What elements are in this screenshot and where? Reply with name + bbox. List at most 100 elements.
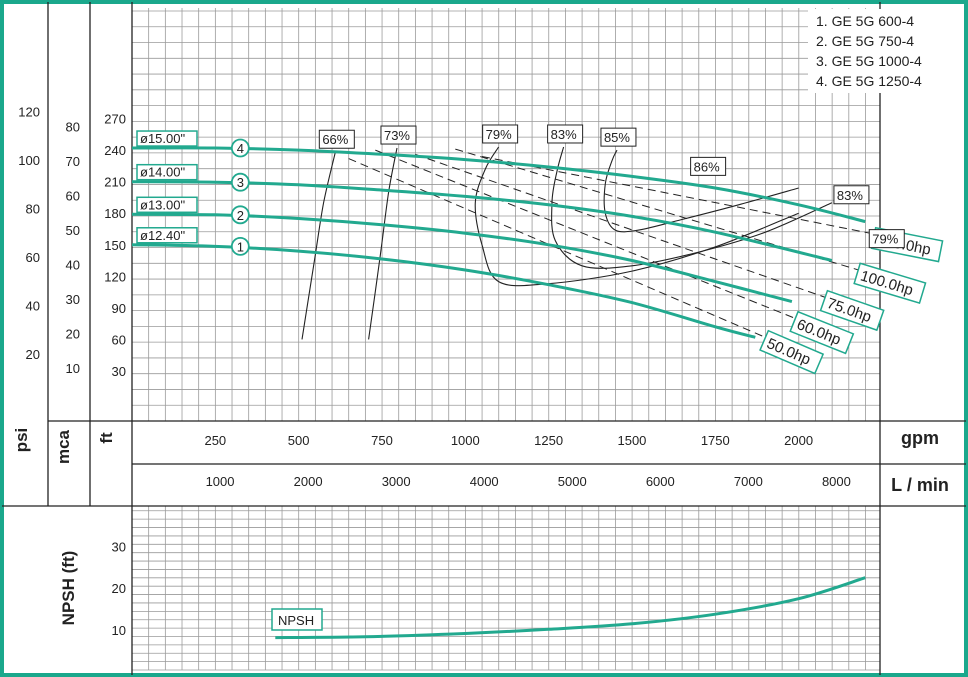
npsh-tick-label: 20	[112, 581, 126, 596]
curve-id-circle	[230, 236, 250, 256]
gpm-tick-label: 500	[288, 433, 310, 448]
mca-axis-title: mca	[54, 429, 73, 464]
lmin-tick-label: 3000	[382, 474, 411, 489]
curve-id-text: 3	[237, 175, 244, 190]
efficiency-label-box	[868, 229, 905, 249]
lmin-axis-title: L / min	[891, 475, 949, 495]
efficiency-curve	[603, 149, 799, 233]
gpm-tick-label: 1750	[701, 433, 730, 448]
efficiency-label: 79%	[868, 229, 905, 249]
efficiency-label: 85%	[600, 127, 637, 147]
gpm-axis-title: gpm	[901, 428, 939, 448]
diameter-label-text: ø13.00"	[140, 197, 185, 212]
legend: 1. GE 5G 600-4 2. GE 5G 750-4 3. GE 5G 1…	[808, 9, 960, 93]
ft-tick-label: 270	[104, 112, 126, 127]
efficiency-label-text: 73%	[384, 128, 410, 143]
psi-tick-label: 60	[26, 250, 40, 265]
curve-id-circle	[230, 205, 250, 225]
efficiency-label-box	[318, 129, 355, 149]
efficiency-label-box	[690, 156, 727, 176]
curve-id-marker: 1	[230, 236, 250, 256]
curve-id-marker: 3	[230, 172, 250, 192]
efficiency-label: 83%	[547, 124, 584, 144]
mca-tick-label: 40	[66, 258, 80, 273]
gpm-tick-label: 2000	[784, 433, 813, 448]
npsh-tick-label: 10	[112, 623, 126, 638]
mca-tick-label: 70	[66, 154, 80, 169]
ft-tick-label: 240	[104, 143, 126, 158]
diameter-label: ø12.40"	[136, 227, 198, 244]
ft-tick-label: 60	[112, 332, 126, 347]
npsh-curve-layer: NPSH	[271, 576, 866, 640]
efficiency-label: 73%	[380, 125, 417, 145]
gpm-tick-label: 1000	[451, 433, 480, 448]
legend-box	[808, 9, 960, 93]
power-line	[348, 158, 766, 338]
npsh-label: NPSH	[271, 608, 323, 631]
mca-tick-label: 50	[66, 223, 80, 238]
ft-tick-label: 150	[104, 238, 126, 253]
psi-tick-label: 100	[18, 153, 40, 168]
curve-id-text: 2	[237, 208, 244, 223]
curve-id-circle	[230, 172, 250, 192]
ft-axis-title: ft	[97, 432, 116, 444]
mca-tick-label: 60	[66, 189, 80, 204]
efficiency-label: 83%	[833, 185, 870, 205]
ft-tick-label: 210	[104, 175, 126, 190]
efficiency-label: 86%	[690, 156, 727, 176]
ft-tick-label: 180	[104, 206, 126, 221]
diameter-label-text: ø15.00"	[140, 131, 185, 146]
efficiency-label-box	[833, 185, 870, 205]
npsh-curve	[275, 576, 866, 640]
psi-tick-label: 20	[26, 347, 40, 362]
power-label-box	[819, 289, 885, 332]
power-label-box	[853, 262, 927, 305]
efficiency-label-text: 66%	[322, 132, 348, 147]
npsh-label-text: NPSH	[278, 613, 314, 628]
npsh-axis-title: NPSH (ft)	[59, 551, 78, 626]
psi-tick-label: 80	[26, 201, 40, 216]
curve-id-text: 1	[237, 239, 244, 254]
ft-tick-label: 90	[112, 301, 126, 316]
efficiency-label-box	[482, 124, 519, 144]
npsh-plot-grid	[131, 506, 880, 671]
diameter-label: ø15.00"	[136, 130, 198, 147]
power-lines	[348, 148, 876, 338]
efficiency-label-text: 79%	[486, 127, 512, 142]
impeller-curve	[131, 146, 866, 224]
lmin-tick-label: 8000	[822, 474, 851, 489]
lmin-tick-label: 4000	[470, 474, 499, 489]
efficiency-label-text: 83%	[551, 127, 577, 142]
legend-entry: 2. GE 5G 750-4	[816, 33, 914, 49]
efficiency-label-text: 85%	[604, 130, 630, 145]
efficiency-curve	[551, 146, 833, 269]
gpm-tick-label: 250	[204, 433, 226, 448]
gpm-tick-label: 1500	[617, 433, 646, 448]
gpm-tick-label: 1250	[534, 433, 563, 448]
power-label-box	[759, 329, 825, 375]
efficiency-label-text: 79%	[872, 232, 898, 247]
power-label-box	[789, 310, 855, 355]
ft-tick-label: 120	[104, 269, 126, 284]
efficiency-curve	[368, 147, 398, 340]
ft-tick-label: 30	[112, 364, 126, 379]
lmin-tick-label: 7000	[734, 474, 763, 489]
lmin-tick-labels: 1000 2000 3000 4000 5000 6000 7000 8000	[206, 474, 851, 489]
power-line	[375, 149, 796, 319]
psi-axis-title: psi	[12, 428, 31, 453]
power-line	[481, 155, 876, 235]
diameter-label-text: ø12.40"	[140, 228, 185, 243]
npsh-tick-labels: 10 20 30	[112, 539, 126, 638]
power-line	[455, 148, 859, 271]
diameter-label-box	[136, 227, 198, 244]
lmin-tick-label: 1000	[206, 474, 235, 489]
efficiency-label: 66%	[318, 129, 355, 149]
ft-tick-labels: 30 60 90 120 150 180 210 240 270	[104, 112, 126, 379]
curve-id-marker: 2	[230, 205, 250, 225]
efficiency-label-text: 83%	[837, 188, 863, 203]
diameter-label-box	[136, 130, 198, 147]
